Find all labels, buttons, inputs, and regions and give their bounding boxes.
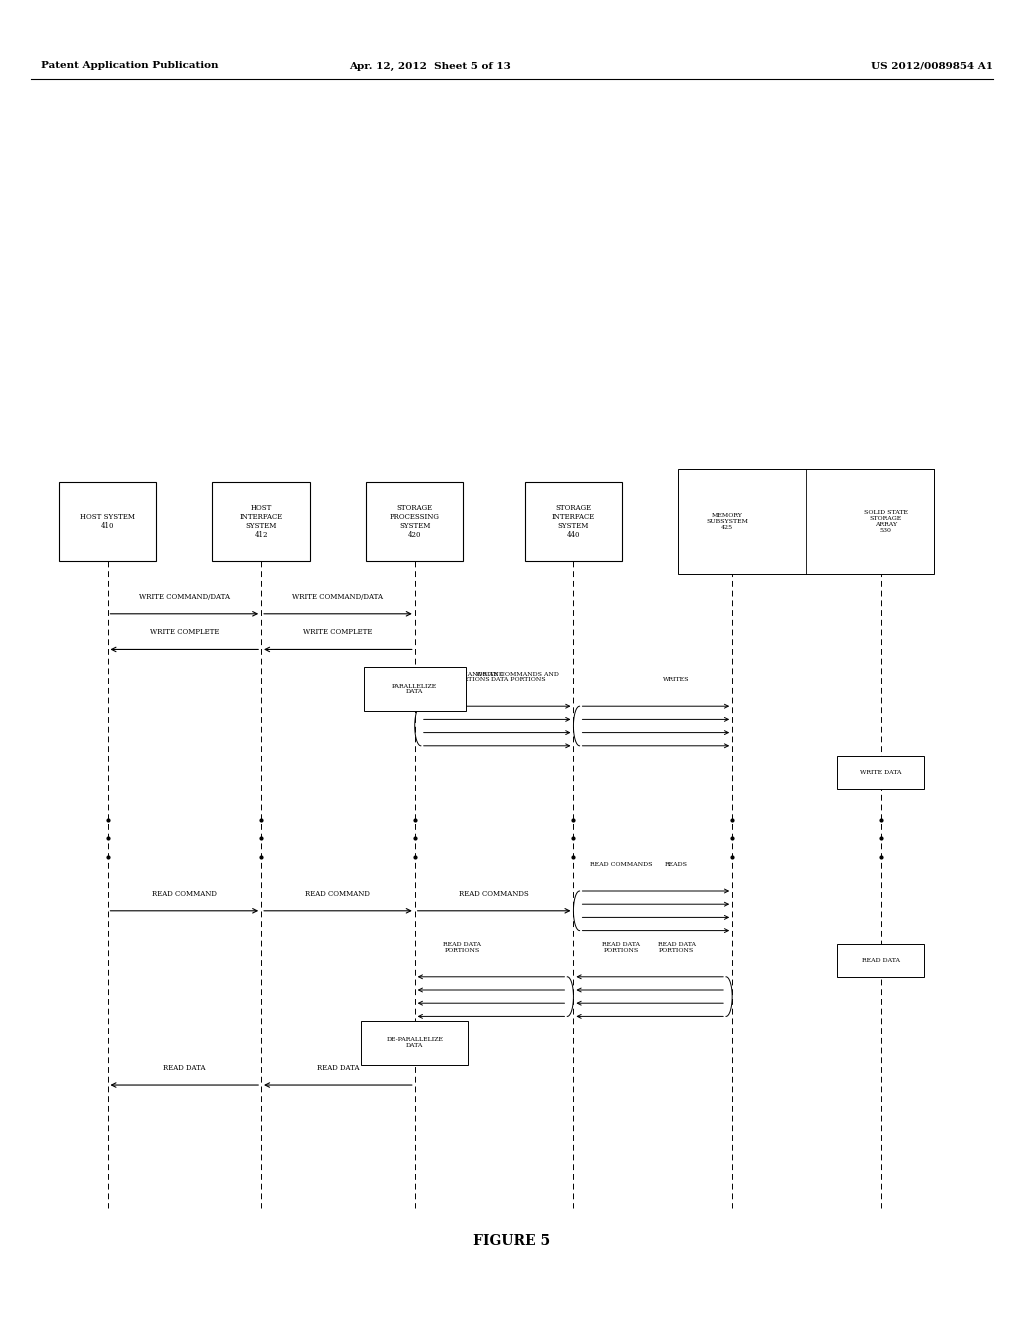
Bar — [692, 469, 934, 556]
Text: FIGURE 5: FIGURE 5 — [473, 1234, 551, 1247]
Text: US 2012/0089854 A1: US 2012/0089854 A1 — [871, 62, 993, 70]
Text: READ COMMANDS: READ COMMANDS — [459, 890, 529, 898]
Text: STORAGE
INTERFACE
SYSTEM
440: STORAGE INTERFACE SYSTEM 440 — [552, 504, 595, 539]
Bar — [525, 482, 623, 561]
Text: READ COMMAND: READ COMMAND — [152, 890, 217, 898]
Text: STORAGE
PROCESSING
SYSTEM
420: STORAGE PROCESSING SYSTEM 420 — [390, 504, 439, 539]
Text: PARALLELIZE
DATA: PARALLELIZE DATA — [392, 684, 437, 694]
Bar — [838, 755, 924, 789]
Text: READ DATA: READ DATA — [163, 1064, 206, 1072]
Text: READ COMMAND: READ COMMAND — [305, 890, 371, 898]
Bar — [838, 945, 924, 977]
Text: Patent Application Publication: Patent Application Publication — [41, 62, 218, 70]
Text: MEMORY
SUBSYSTEM
425: MEMORY SUBSYSTEM 425 — [706, 513, 749, 529]
Text: READ COMMANDS: READ COMMANDS — [590, 862, 652, 867]
Text: READ DATA
PORTIONS: READ DATA PORTIONS — [602, 942, 640, 953]
Text: WRITES: WRITES — [664, 677, 690, 682]
Bar — [367, 482, 463, 561]
Text: WRITE COMMANDS AND
DATA PORTIONS: WRITE COMMANDS AND DATA PORTIONS — [476, 672, 559, 682]
Text: READ DATA
PORTIONS: READ DATA PORTIONS — [657, 942, 695, 953]
Bar — [213, 482, 309, 561]
Text: READ DATA: READ DATA — [316, 1064, 359, 1072]
Text: WRITE COMMAND/DATA: WRITE COMMAND/DATA — [293, 593, 383, 601]
Text: DE-PARALLELIZE
DATA: DE-PARALLELIZE DATA — [386, 1038, 443, 1048]
Bar — [678, 469, 934, 574]
Text: READ DATA
PORTIONS: READ DATA PORTIONS — [443, 942, 481, 953]
Text: WRITE COMPLETE: WRITE COMPLETE — [303, 628, 373, 636]
Text: READ DATA: READ DATA — [861, 958, 900, 964]
Text: READS: READS — [666, 862, 688, 867]
Text: HOST
INTERFACE
SYSTEM
412: HOST INTERFACE SYSTEM 412 — [240, 504, 283, 539]
Text: HOST SYSTEM
410: HOST SYSTEM 410 — [80, 512, 135, 531]
Text: Apr. 12, 2012  Sheet 5 of 13: Apr. 12, 2012 Sheet 5 of 13 — [349, 62, 511, 70]
Bar — [58, 482, 156, 561]
Text: WRITE DATA: WRITE DATA — [860, 770, 901, 775]
Text: WRITE COMMANDS AND
DATA PORTIONS: WRITE COMMANDS AND DATA PORTIONS — [421, 672, 504, 682]
Bar — [364, 668, 466, 710]
Text: SOLID STATE
STORAGE
ARRAY
530: SOLID STATE STORAGE ARRAY 530 — [864, 511, 907, 532]
Bar — [686, 469, 934, 565]
Bar — [361, 1022, 469, 1064]
Text: WRITE COMMAND/DATA: WRITE COMMAND/DATA — [139, 593, 229, 601]
Text: WRITE COMPLETE: WRITE COMPLETE — [150, 628, 219, 636]
